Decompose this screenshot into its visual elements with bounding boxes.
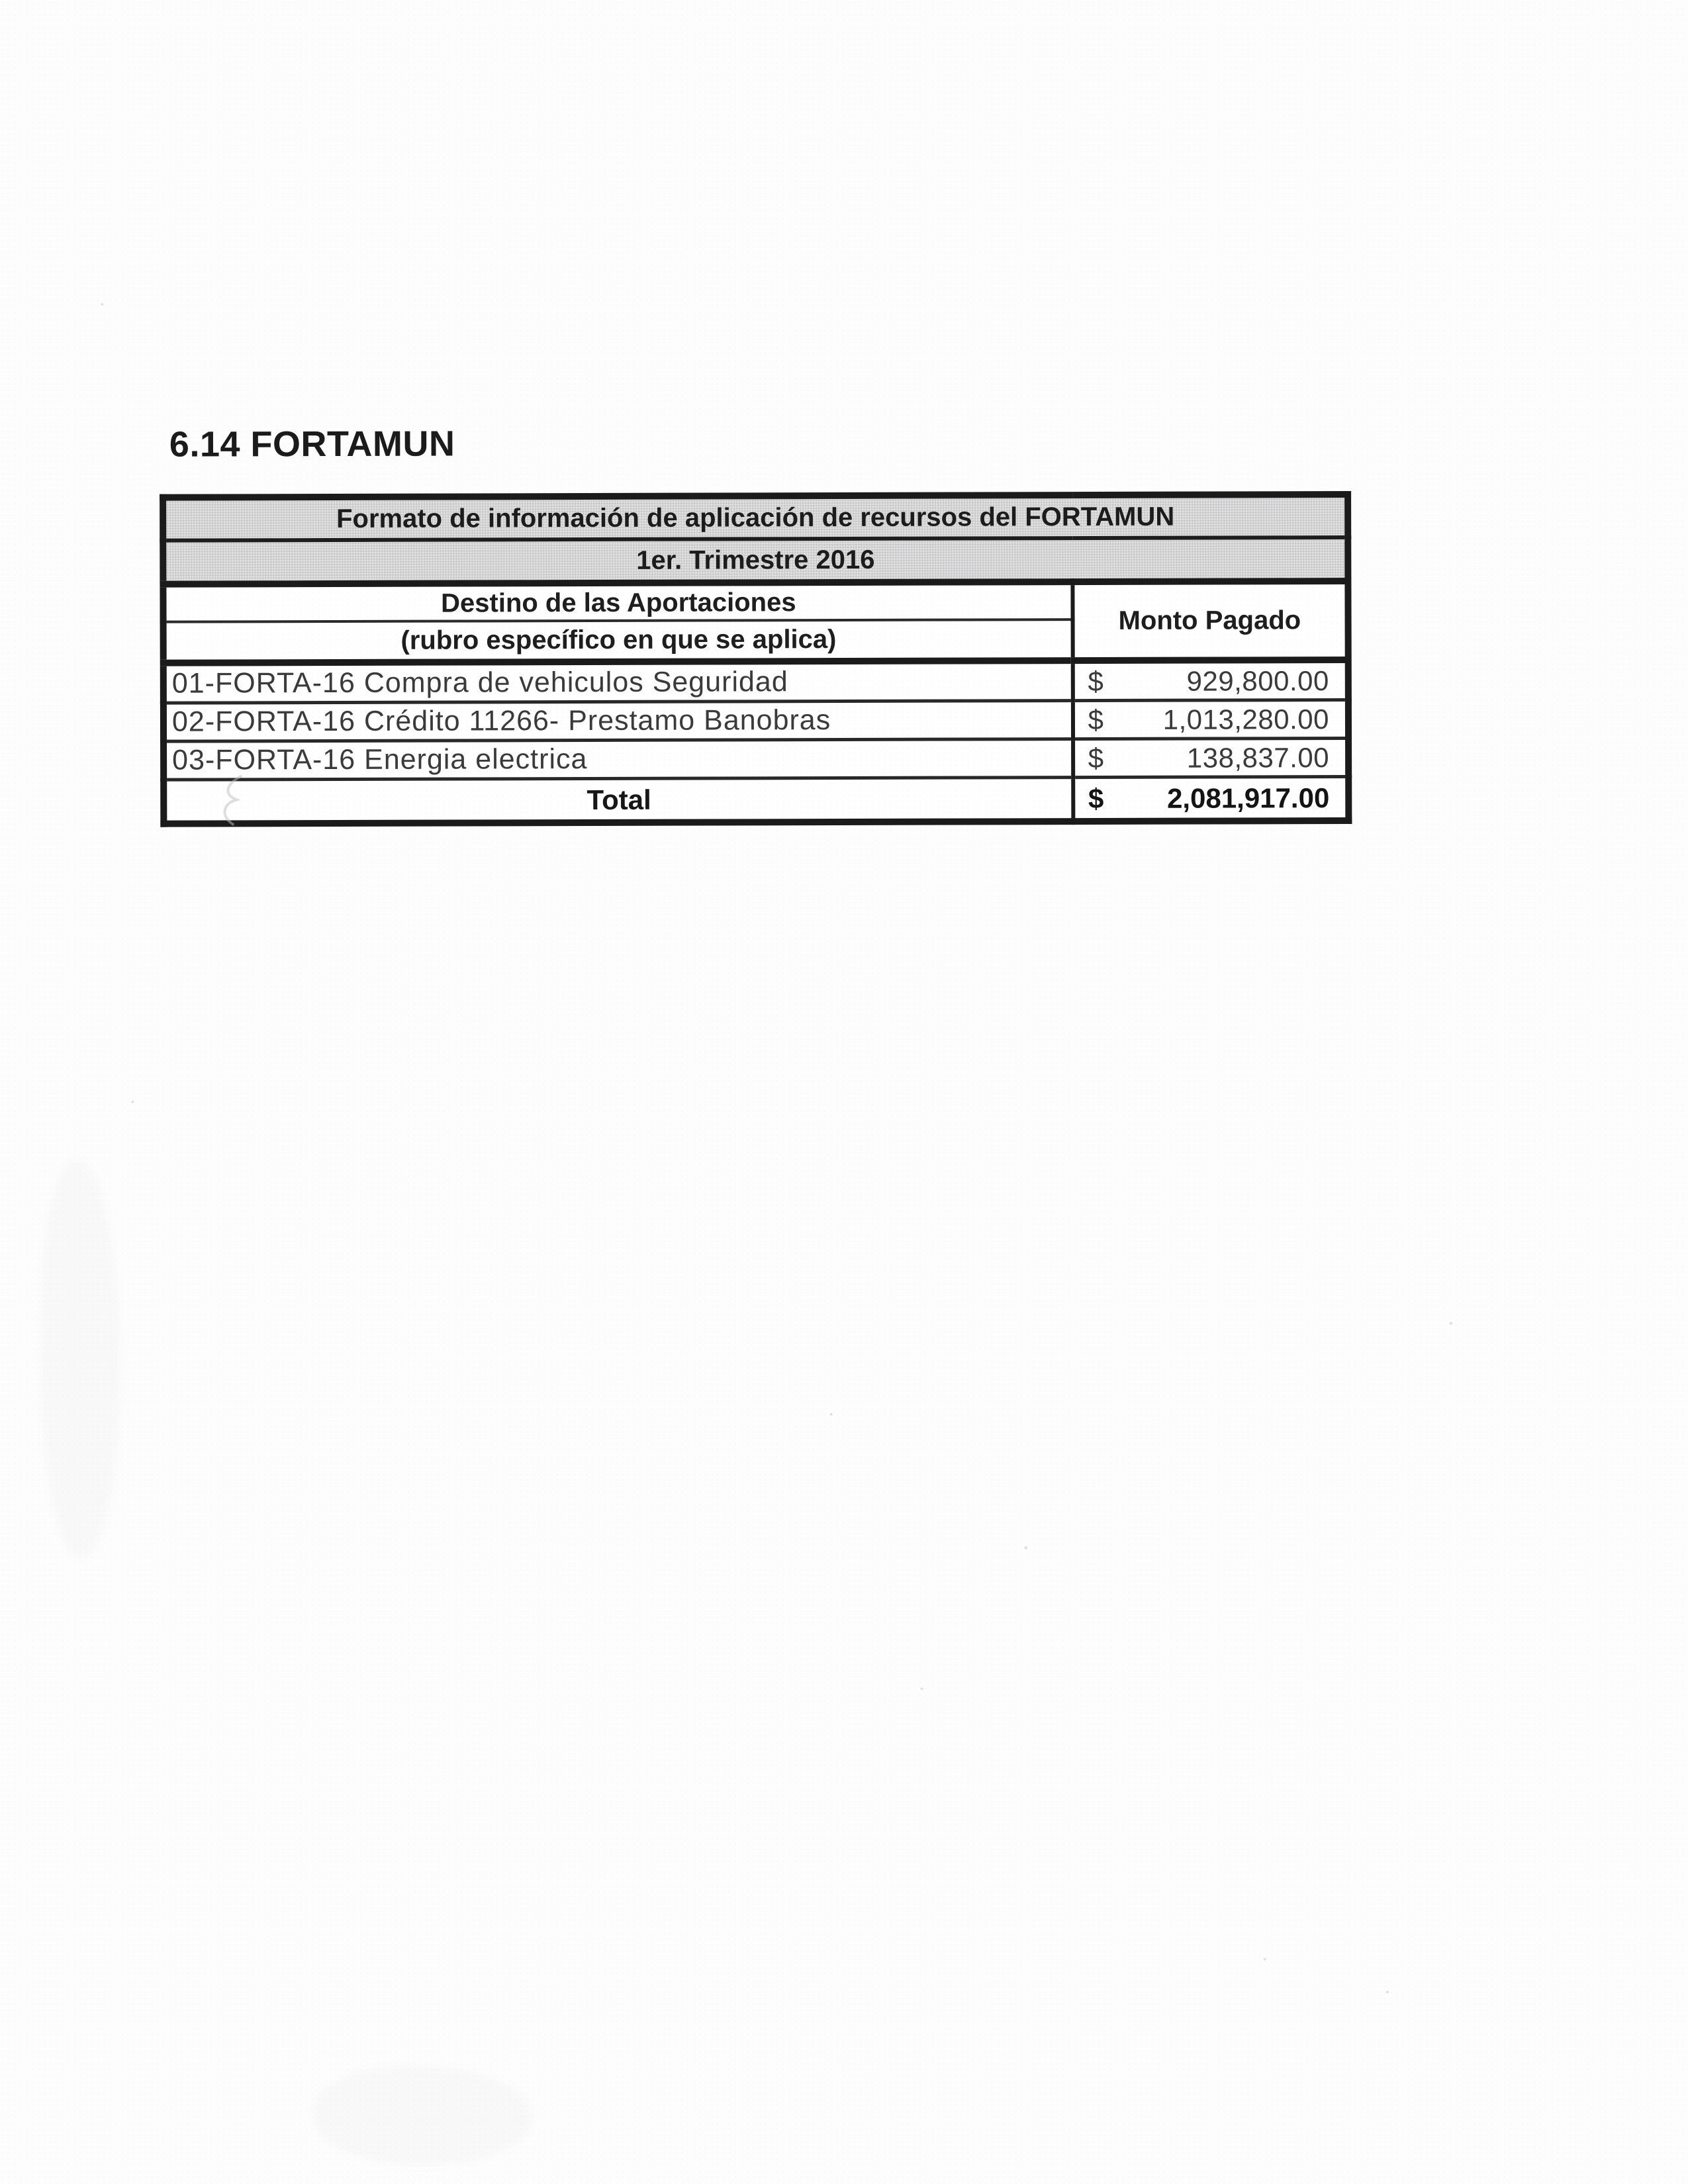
- scan-speck: [131, 1100, 134, 1103]
- table-title-row: Formato de información de aplicación de …: [163, 494, 1348, 541]
- table-title: Formato de información de aplicación de …: [163, 494, 1348, 541]
- monto-value: 1,013,280.00: [1162, 703, 1330, 735]
- scan-speck: [1263, 1958, 1266, 1961]
- scan-smudge: [40, 1160, 121, 1557]
- scan-speck: [1449, 1322, 1453, 1325]
- column-header-monto: Monto Pagado: [1072, 581, 1348, 661]
- column-header-row-1: Destino de las Aportaciones Monto Pagado: [163, 581, 1348, 661]
- table-row: 02-FORTA-16 Crédito 11266- Prestamo Bano…: [163, 700, 1349, 742]
- destino-cell: 01-FORTA-16 Compra de vehiculos Segurida…: [163, 660, 1073, 704]
- total-label: Total: [586, 784, 651, 815]
- monto-cell: $ 138,837.00: [1072, 738, 1349, 778]
- scan-speck: [920, 1687, 923, 1690]
- scan-speck: [829, 1413, 833, 1416]
- scan-speck: [101, 302, 104, 306]
- table-row: 03-FORTA-16 Energia electrica $ 138,837.…: [164, 738, 1349, 780]
- currency-symbol: $: [1088, 782, 1104, 814]
- currency-symbol: $: [1088, 665, 1104, 697]
- table-subtitle-row: 1er. Trimestre 2016: [163, 537, 1348, 584]
- total-monto-cell: $ 2,081,917.00: [1072, 776, 1349, 822]
- destino-cell: 02-FORTA-16 Crédito 11266- Prestamo Bano…: [163, 700, 1073, 742]
- scan-smudge: [314, 2066, 532, 2165]
- table-subtitle: 1er. Trimestre 2016: [163, 537, 1348, 584]
- fortamun-resource-table: Formato de información de aplicación de …: [160, 490, 1352, 827]
- scan-speck: [1385, 1990, 1389, 1993]
- column-header-destino-line1: Destino de las Aportaciones: [163, 582, 1073, 622]
- destino-cell: 03-FORTA-16 Energia electrica: [164, 739, 1073, 780]
- currency-symbol: $: [1088, 704, 1104, 735]
- monto-value: 138,837.00: [1186, 741, 1330, 774]
- table-row: 01-FORTA-16 Compra de vehiculos Segurida…: [163, 660, 1348, 704]
- monto-cell: $ 929,800.00: [1072, 660, 1348, 701]
- total-row: Total $ 2,081,917.00: [164, 776, 1349, 824]
- column-header-destino-line2: (rubro específico en que se aplica): [163, 619, 1073, 663]
- total-monto-value: 2,081,917.00: [1166, 782, 1330, 814]
- scan-speck: [1024, 1546, 1028, 1550]
- currency-symbol: $: [1088, 742, 1104, 774]
- monto-cell: $ 1,013,280.00: [1072, 700, 1349, 739]
- monto-value: 929,800.00: [1186, 664, 1329, 697]
- section-heading: 6.14 FORTAMUN: [169, 424, 455, 465]
